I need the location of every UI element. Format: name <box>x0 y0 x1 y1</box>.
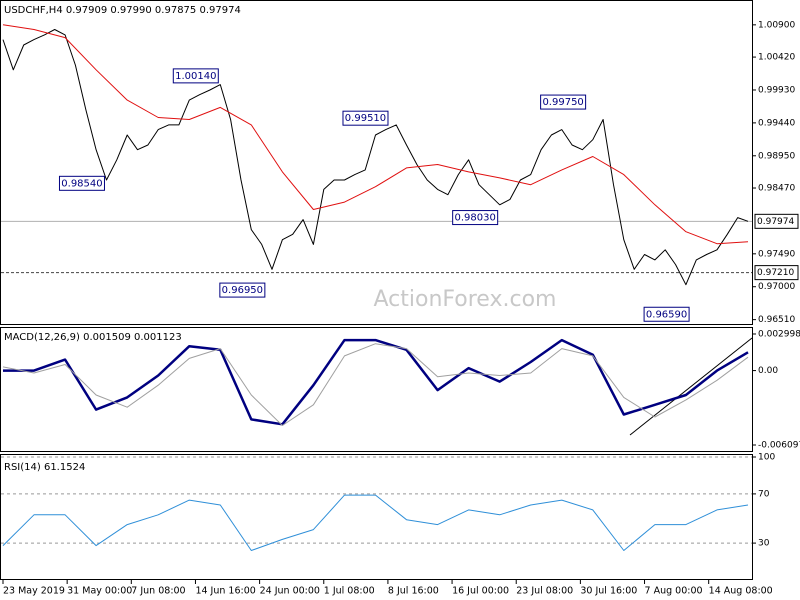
price-label-box <box>754 213 799 229</box>
y-tick-label: 0.96510 <box>758 315 795 325</box>
annotation-box <box>342 110 389 126</box>
annotation-box <box>219 282 266 298</box>
x-tick-label: 7 Jun 08:00 <box>131 586 185 597</box>
y-tick-label: 0.98470 <box>758 184 795 194</box>
annotation-label: 0.96590 <box>646 309 687 320</box>
series-line <box>3 338 749 426</box>
x-tick-label: 7 Aug 00:00 <box>645 586 703 597</box>
x-tick-label: 30 Jul 16:00 <box>580 586 637 597</box>
y-tick-label: 0.002998 <box>758 329 800 339</box>
x-tick-label: 23 Jul 08:00 <box>516 586 573 597</box>
price-label: 0.97210 <box>757 268 794 278</box>
y-tick-label: 100 <box>758 453 775 463</box>
y-tick-label: 0.97490 <box>758 249 795 259</box>
y-tick-label: -0.006097 <box>758 441 800 451</box>
x-tick-label: 24 Jun 00:00 <box>260 586 320 597</box>
y-tick-label: 0.99930 <box>758 85 795 95</box>
y-tick-label: 0.00 <box>758 366 778 376</box>
annotation-box <box>540 94 587 110</box>
annotation-label: 1.00140 <box>175 71 216 82</box>
annotation-box <box>58 175 105 191</box>
x-tick-label: 14 Aug 08:00 <box>709 586 773 597</box>
series-line <box>2 494 749 551</box>
x-tick-label: 8 Jul 16:00 <box>388 586 439 597</box>
annotation-label: 0.99510 <box>345 113 386 124</box>
panel-title: USDCHF,H4 0.97909 0.97990 0.97875 0.9797… <box>4 5 241 16</box>
x-tick-label: 16 Jul 00:00 <box>452 586 509 597</box>
annotation-box <box>172 68 219 84</box>
y-tick-label: 0.99440 <box>758 118 795 128</box>
y-tick-label: 0.97000 <box>758 282 795 292</box>
macd-frame <box>0 327 753 452</box>
series-line <box>2 29 749 286</box>
rsi-frame <box>0 454 753 580</box>
price-frame <box>0 0 753 325</box>
series-line <box>2 24 749 245</box>
x-tick-label: 23 May 2019 <box>3 586 65 597</box>
y-tick-label: 70 <box>758 489 770 499</box>
trend-line <box>629 337 753 436</box>
panel-title: RSI(14) 61.1524 <box>4 462 85 473</box>
annotation-label: 0.98030 <box>454 213 495 224</box>
x-tick-label: 14 Jun 16:00 <box>195 586 255 597</box>
annotation-label: 0.98540 <box>61 178 102 189</box>
panel-title: MACD(12,26,9) 0.001509 0.001123 <box>4 332 182 343</box>
annotation-box <box>643 306 690 322</box>
annotation-box <box>452 210 499 226</box>
series-line <box>2 343 749 426</box>
watermark: ActionForex.com <box>374 287 557 312</box>
x-tick-label: 1 Jul 08:00 <box>324 586 375 597</box>
x-tick-label: 31 May 00:00 <box>67 586 132 597</box>
y-tick-label: 1.00900 <box>758 20 795 30</box>
annotation-label: 0.99750 <box>542 97 583 108</box>
y-tick-label: 0.98950 <box>758 151 795 161</box>
annotation-label: 0.96950 <box>222 285 263 296</box>
y-tick-label: 1.00420 <box>758 53 795 63</box>
price-label-box <box>754 265 799 281</box>
price-label: 0.97974 <box>757 217 794 227</box>
y-tick-label: 30 <box>758 539 770 549</box>
